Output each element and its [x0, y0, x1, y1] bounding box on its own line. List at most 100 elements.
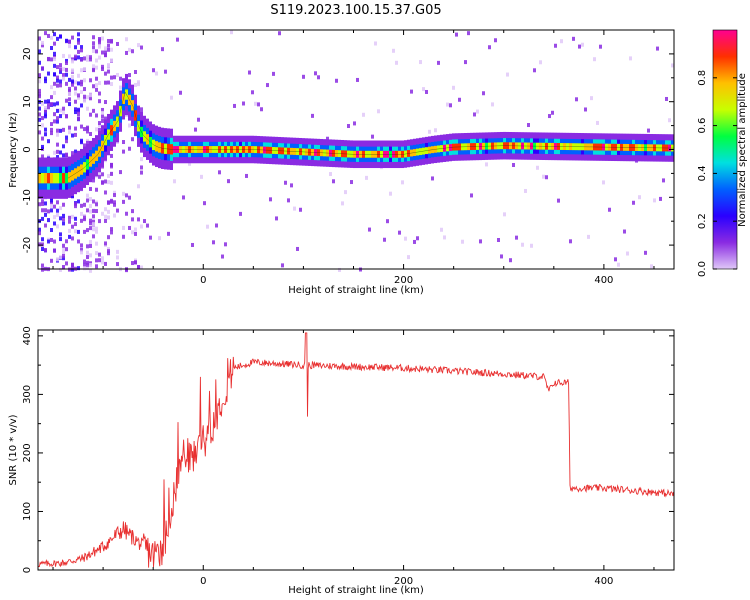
spectrogram-cell [131, 230, 134, 235]
spectrogram-cell [95, 49, 98, 54]
spectrogram-cell [104, 241, 107, 246]
spectrogram-cell [50, 198, 53, 203]
spectrogram-cell [542, 174, 545, 179]
colorbar-gradient [712, 29, 738, 270]
spectrogram-cell [62, 217, 65, 222]
spectrogram-cell [68, 267, 71, 272]
spectrogram-cell [47, 101, 50, 106]
spectrogram-cell [341, 201, 344, 206]
spectrogram-cell [269, 197, 272, 202]
spectrogram-cell [74, 54, 77, 59]
spectrogram-cell [44, 99, 47, 104]
spectrogram-cell [560, 39, 563, 44]
spectrogram-cell [86, 266, 89, 271]
spectrogram-cell [86, 262, 89, 267]
spectrogram-cell [68, 219, 71, 224]
spectrogram-cell [98, 44, 101, 49]
spectrogram-cell [44, 208, 47, 213]
spectrogram-cell [68, 86, 71, 91]
spectrogram-cell [53, 221, 56, 226]
spectrogram-cell [329, 172, 332, 177]
spectrogram-cell [77, 38, 80, 43]
spectrogram-cell [104, 218, 107, 223]
spectrogram-cell [74, 229, 77, 234]
spectrogram-cell [527, 123, 530, 128]
spectrogram-cell [89, 268, 92, 273]
spectrogram-cell [488, 45, 491, 50]
spectrogram-cell [299, 207, 302, 212]
spectrogram-cell [119, 85, 122, 90]
spectrogram-cell [50, 204, 53, 209]
spectrogram-cell [557, 198, 560, 203]
spectrogram-cell [659, 196, 662, 201]
spectrogram-cell [110, 153, 113, 158]
spectrogram-cell [83, 229, 86, 234]
spectrogram-cell [53, 90, 56, 95]
spectrogram-cell [71, 267, 74, 272]
spectrogram-cell [53, 63, 56, 68]
spectrogram-cell [89, 78, 92, 83]
spectrogram-cell [74, 91, 77, 96]
spectrogram-cell [116, 262, 119, 267]
spectrogram-cell [38, 36, 41, 41]
colorbar-tick-label: 0.2 [697, 213, 708, 229]
spectrogram-cell [92, 222, 95, 227]
spectrogram-cell [512, 162, 515, 167]
spectrogram-cell [95, 251, 98, 256]
spectrogram-cell [404, 236, 407, 241]
spectrogram-cell [140, 165, 143, 170]
spectrogram-cell [38, 117, 41, 122]
spectrogram-cell [92, 199, 95, 204]
snr-y-label: SNR (10 * v/v) [8, 414, 19, 485]
spectrogram-cell [95, 187, 98, 192]
spectrogram-cell [476, 109, 479, 114]
spectrogram-cell [92, 234, 95, 239]
spectrogram-cell [83, 266, 86, 271]
spectrogram-cell [68, 102, 71, 107]
spectrogram-cell [65, 152, 68, 157]
spectrogram-cell [653, 198, 656, 203]
snr-panel: 0 200 400 0 100 200 300 400 Height of straight… [8, 326, 675, 596]
spectrogram-cell [128, 123, 131, 128]
spectrogram-cell [71, 79, 74, 84]
spectrogram-cell [92, 48, 95, 53]
spectrogram-cell [122, 199, 125, 204]
spectrogram-cell [422, 87, 425, 92]
spectrogram-cell [86, 125, 89, 130]
spectrogram-cell [83, 94, 86, 99]
spectrogram-cell [266, 83, 269, 88]
spectrogram-cell [83, 202, 86, 207]
spectrogram-cell [107, 235, 110, 240]
spectrogram-cell [62, 213, 65, 218]
spectrogram-cell [365, 175, 368, 180]
spectrogram-cell [140, 224, 143, 229]
spectrogram-cell [38, 173, 41, 184]
spectrogram-cell [377, 109, 380, 114]
spectrogram-cell [137, 184, 140, 189]
spectrogram-cell [95, 65, 98, 70]
spectrogram-cell [86, 129, 89, 134]
spectrogram-cell [86, 228, 89, 233]
spectrogram-cell [77, 32, 80, 37]
spectrogram-cell [56, 200, 59, 205]
spectrogram-cell [401, 180, 404, 185]
spectrogram-cell [383, 237, 386, 242]
spectrogram-cell [524, 188, 527, 193]
spectrogram-cell [53, 239, 56, 244]
spectrogram-cell [137, 80, 140, 85]
spectrogram-cell [92, 45, 95, 50]
spectrogram-cell [134, 227, 137, 232]
spectrogram-cell [62, 173, 65, 184]
spectrogram-cell [62, 202, 65, 207]
spectrogram-cell [368, 227, 371, 232]
spectrogram-cell [197, 117, 200, 122]
spectrogram-cell [47, 33, 50, 38]
spectrogram-cell [38, 49, 41, 54]
spectrogram-cell [83, 259, 86, 264]
spectrogram-cell [71, 74, 74, 79]
spectrogram-cell [68, 39, 71, 44]
spectrogram-cell [80, 218, 83, 223]
spectrogram-cell [74, 132, 77, 137]
spectrogram-cell [92, 41, 95, 46]
spectrogram-cell [104, 80, 107, 85]
